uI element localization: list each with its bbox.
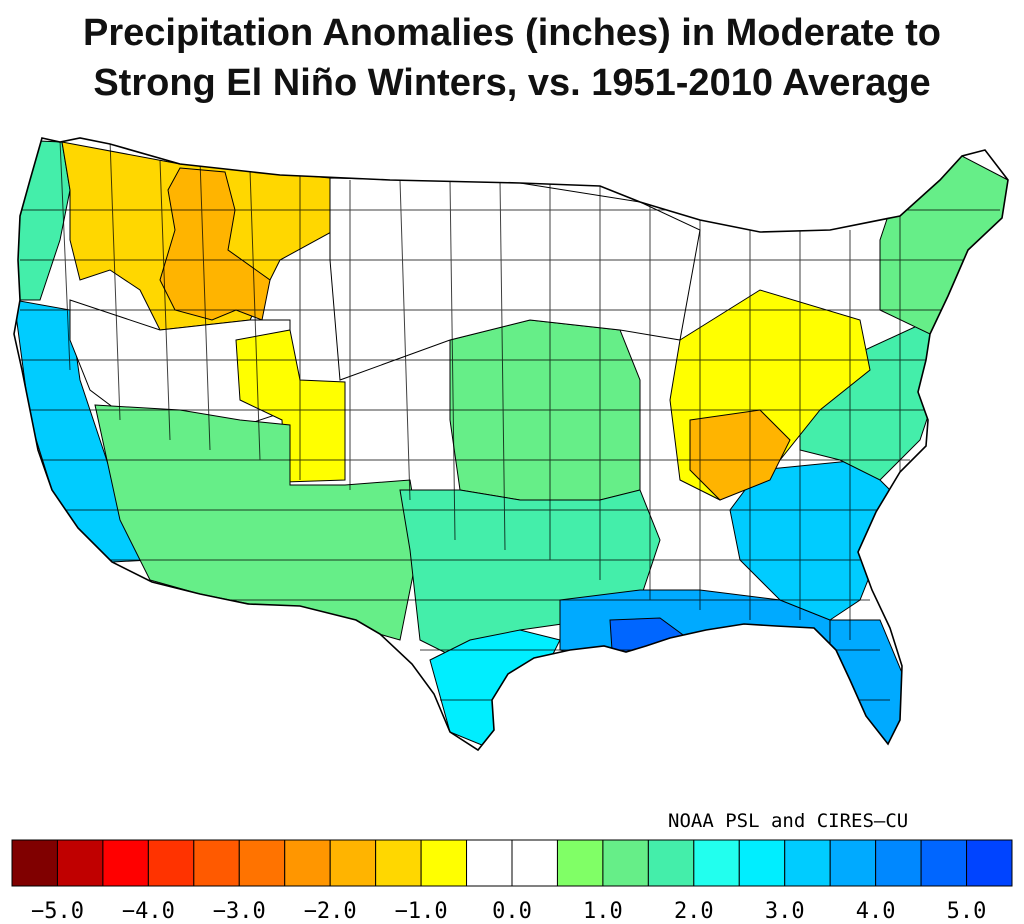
colorbar-cells [11,839,1013,887]
colorbar-tick-label: −3.0 [213,899,266,924]
color-scale-legend: −5.0 −4.0 −3.0 −2.0 −1.0 0.0 1.0 2.0 3.0 4.0 5.0 [11,839,1013,924]
colorbar-tick-label: −4.0 [122,899,175,924]
colorbar-tick-label: 0.0 [492,899,532,924]
colorbar-cell [147,839,195,887]
colorbar-cell [466,839,513,887]
colorbar-cell [920,839,968,887]
colorbar-cell [284,839,331,887]
colorbar-cell [420,839,468,887]
colorbar-cell [56,839,104,887]
region-utah-colorado-dry [235,329,346,483]
colorbar-cell [511,839,558,887]
colorbar-cell [966,839,1013,887]
title-line-1: Precipitation Anomalies (inches) in Mode… [83,12,941,54]
colorbar-cell [329,839,377,887]
colorbar-tick-label: −2.0 [304,899,357,924]
colorbar-tick-label: −1.0 [395,899,448,924]
colorbar-cell [875,839,922,887]
colorbar-cell [102,839,149,887]
division-borders [20,139,1000,701]
colorbar-tick-label: 4.0 [856,899,896,924]
colorbar-cell [738,839,786,887]
colorbar-cell [602,839,649,887]
title-line-2: Strong El Niño Winters, vs. 1951-2010 Av… [93,62,931,104]
colorbar-cell [375,839,422,887]
us-anomaly-map [13,137,1009,751]
anomaly-regions [14,139,1008,750]
colorbar-tick-label: −5.0 [31,899,84,924]
colorbar-tick-labels: −5.0 −4.0 −3.0 −2.0 −1.0 0.0 1.0 2.0 3.0 4.0 5.0 [31,899,986,924]
map-title: Precipitation Anomalies (inches) in Mode… [0,8,1024,108]
credit-label: NOAA PSL and CIRES–CU [668,810,909,832]
colorbar-tick-label: 3.0 [765,899,805,924]
colorbar-tick-label: 5.0 [947,899,987,924]
colorbar-cell [238,839,286,887]
colorbar-cell [693,839,740,887]
colorbar-cell [647,839,695,887]
region-northeast [879,155,1008,335]
colorbar-cell [556,839,604,887]
colorbar-tick-label: 2.0 [674,899,714,924]
colorbar-tick-label: 1.0 [583,899,623,924]
colorbar-cell [193,839,240,887]
colorbar-cell [11,839,58,887]
colorbar-cell [829,839,877,887]
colorbar-cell [784,839,831,887]
